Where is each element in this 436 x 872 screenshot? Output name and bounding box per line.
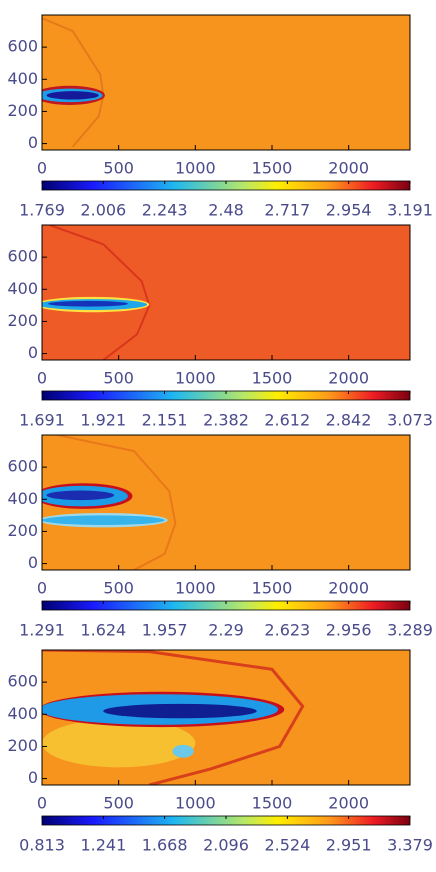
colorbar-tick-label: 2.006 <box>80 201 126 220</box>
x-tick-label: 2000 <box>328 794 369 813</box>
x-tick-label: 1500 <box>252 369 293 388</box>
x-tick-label: 500 <box>103 794 134 813</box>
field-background <box>42 225 410 360</box>
y-tick-label: 200 <box>7 736 38 755</box>
colorbar-tick-label: 2.612 <box>264 411 310 430</box>
colorbar-tick-label: 1.921 <box>80 411 126 430</box>
field <box>42 435 410 570</box>
colorbar-tick-label: 2.29 <box>208 621 244 640</box>
x-tick-label: 1000 <box>175 159 216 178</box>
y-tick-label: 0 <box>28 343 38 362</box>
x-tick-label: 1500 <box>252 794 293 813</box>
colorbar-tick-label: 2.842 <box>326 411 372 430</box>
colorbar-tick-label: 3.379 <box>387 836 433 855</box>
colorbar-tick-label: 1.668 <box>142 836 188 855</box>
flow-structure <box>42 515 165 526</box>
x-tick-label: 500 <box>103 369 134 388</box>
flow-structure <box>46 490 115 501</box>
bow-shock <box>49 225 151 360</box>
bow-shock <box>42 650 305 785</box>
field <box>42 225 410 360</box>
colorbar-tick-label: 0.813 <box>19 836 65 855</box>
y-tick-label: 400 <box>7 279 38 298</box>
colorbar-tick-label: 1.291 <box>19 621 65 640</box>
colorbar-tick-label: 2.956 <box>326 621 372 640</box>
colorbar-tick-label: 2.524 <box>264 836 310 855</box>
y-tick-label: 200 <box>7 101 38 120</box>
x-tick-label: 0 <box>37 159 47 178</box>
plot-frame <box>41 14 411 151</box>
y-tick-label: 600 <box>7 37 38 56</box>
colorbar-tick-label: 2.096 <box>203 836 249 855</box>
y-tick-label: 0 <box>28 553 38 572</box>
plot-frame <box>41 649 411 786</box>
y-tick-label: 400 <box>7 69 38 88</box>
y-tick-label: 600 <box>7 457 38 476</box>
flow-structure <box>46 91 99 100</box>
bow-shock <box>57 435 177 570</box>
field-background <box>42 15 410 150</box>
x-tick-label: 0 <box>37 794 47 813</box>
y-tick-label: 600 <box>7 247 38 266</box>
flow-structure <box>48 300 128 307</box>
colorbar-tick-label: 2.48 <box>208 201 244 220</box>
field <box>42 15 410 150</box>
colorbar-tick-label: 2.951 <box>326 836 372 855</box>
panel: 0 500 1000 1500 2000 0 200 400 600 1.769 2.006 2.24… <box>7 14 433 220</box>
flow-structure <box>172 744 194 758</box>
x-tick-label: 1000 <box>175 794 216 813</box>
x-tick-label: 1000 <box>175 579 216 598</box>
x-tick-label: 2000 <box>328 159 369 178</box>
colorbar-tick-label: 3.073 <box>387 411 433 430</box>
colorbar-tick-label: 2.243 <box>142 201 188 220</box>
x-tick-label: 1500 <box>252 579 293 598</box>
bow-shock <box>42 17 105 148</box>
y-tick-label: 400 <box>7 489 38 508</box>
x-tick-label: 500 <box>103 159 134 178</box>
colorbar-tick-label: 3.289 <box>387 621 433 640</box>
x-tick-label: 2000 <box>328 579 369 598</box>
colorbar-tick-label: 1.769 <box>19 201 65 220</box>
plot-frame <box>41 224 411 361</box>
colorbar-tick-label: 1.957 <box>142 621 188 640</box>
colorbar-tick-label: 2.382 <box>203 411 249 430</box>
y-tick-label: 200 <box>7 521 38 540</box>
colorbar-tick-label: 2.623 <box>264 621 310 640</box>
colorbar-tick-label: 2.151 <box>142 411 188 430</box>
x-tick-label: 1000 <box>175 369 216 388</box>
y-tick-label: 0 <box>28 133 38 152</box>
x-tick-label: 1500 <box>252 159 293 178</box>
colorbar-tick-label: 1.241 <box>80 836 126 855</box>
colorbar-tick-label: 1.624 <box>80 621 126 640</box>
panel: 0 500 1000 1500 2000 0 200 400 600 1.291 1.624 1.95… <box>7 434 433 640</box>
panel: 0 500 1000 1500 2000 0 200 400 600 0.813 1.241 1.66… <box>7 649 433 855</box>
colorbar-tick-label: 2.954 <box>326 201 372 220</box>
colorbar-tick-label: 1.691 <box>19 411 65 430</box>
x-tick-label: 0 <box>37 579 47 598</box>
panel: 0 500 1000 1500 2000 0 200 400 600 1.691 1.921 2.15… <box>7 224 433 430</box>
x-tick-label: 0 <box>37 369 47 388</box>
colorbar-tick-label: 3.191 <box>387 201 433 220</box>
y-tick-label: 0 <box>28 768 38 787</box>
y-tick-label: 200 <box>7 311 38 330</box>
y-tick-label: 400 <box>7 704 38 723</box>
colorbar-tick-label: 2.717 <box>264 201 310 220</box>
x-tick-label: 500 <box>103 579 134 598</box>
flow-structure <box>42 719 196 768</box>
y-tick-label: 600 <box>7 672 38 691</box>
flow-structure <box>103 703 257 719</box>
plot-frame <box>41 434 411 571</box>
field <box>42 650 410 785</box>
x-tick-label: 2000 <box>328 369 369 388</box>
